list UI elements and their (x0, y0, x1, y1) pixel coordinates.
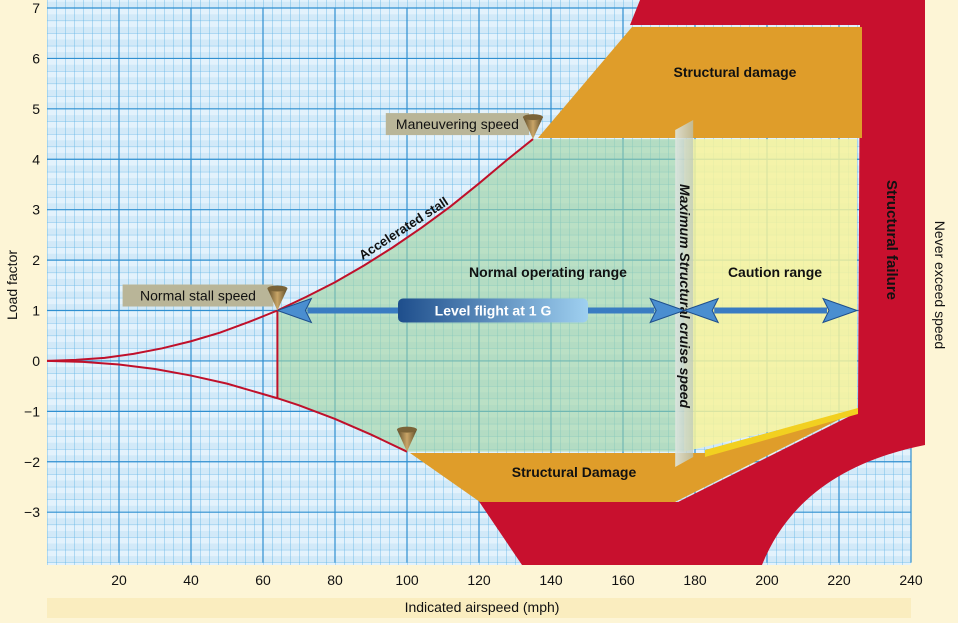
region-label: Structural damage (674, 64, 797, 80)
marker-label: Normal stall speed (140, 288, 256, 304)
arrow-head (821, 297, 859, 324)
y-tick-label: 1 (32, 303, 40, 319)
speed-marker (397, 429, 417, 452)
arrow-head (649, 297, 686, 324)
caution-edge (705, 408, 858, 457)
region-label: Caution range (728, 264, 822, 280)
x-label-band (47, 598, 911, 618)
y-tick-label: 6 (32, 50, 40, 66)
speed-marker-top (397, 426, 417, 433)
x-tick-label: 40 (183, 572, 199, 588)
normal-range (277, 139, 685, 452)
y-tick-label: 5 (32, 101, 40, 117)
caution-range (684, 139, 857, 452)
y-tick-label: −1 (24, 403, 40, 419)
cruise-speed-label: Maximum Structural cruise speed (677, 184, 693, 409)
y-tick-label: −3 (24, 504, 40, 520)
stall-curve (46, 138, 534, 362)
y-tick-label: 3 (32, 202, 40, 218)
y2-axis-label: Never exceed speed (932, 221, 948, 349)
speed-marker (523, 117, 543, 140)
structural-failure-zone (478, 0, 925, 565)
region-label: Structural Damage (512, 464, 637, 480)
structural-damage-bottom (410, 410, 858, 502)
marker-label-box (385, 113, 529, 136)
x-tick-label: 120 (467, 572, 491, 588)
x-tick-label: 20 (111, 572, 127, 588)
level-flight-label: Level flight at 1 G (435, 303, 552, 319)
speed-marker-top (523, 114, 543, 121)
x-tick-label: 140 (539, 572, 563, 588)
speed-marker (267, 288, 288, 311)
y-tick-label: −2 (24, 454, 40, 470)
y-tick-label: 0 (32, 353, 40, 369)
x-tick-label: 200 (755, 572, 779, 588)
stall-curve (46, 359, 408, 453)
x-tick-label: 60 (255, 572, 271, 588)
y-tick-label: 4 (32, 151, 40, 167)
x-tick-label: 180 (683, 572, 707, 588)
x-tick-label: 100 (395, 572, 419, 588)
y-tick-label: 2 (32, 252, 40, 268)
x-tick-label: 160 (611, 572, 635, 588)
y-tick-label: 7 (32, 0, 40, 16)
marker-label: Maneuvering speed (396, 116, 519, 132)
x-tick-label: 80 (327, 572, 343, 588)
region-label: Normal operating range (469, 264, 627, 280)
x-axis-label: Indicated airspeed (mph) (405, 599, 560, 615)
marker-label-box (122, 284, 274, 307)
y-axis-label: Load factor (4, 250, 20, 320)
arrow-head (682, 297, 720, 324)
region-label: Structural failure (883, 180, 900, 300)
structural-damage-top (538, 27, 862, 138)
x-tick-label: 240 (899, 572, 923, 588)
cruise-speed-bar (675, 120, 694, 467)
speed-marker-top (267, 285, 288, 292)
level-flight-box (398, 298, 588, 323)
x-tick-label: 220 (827, 572, 851, 588)
arrow-head (275, 297, 313, 324)
